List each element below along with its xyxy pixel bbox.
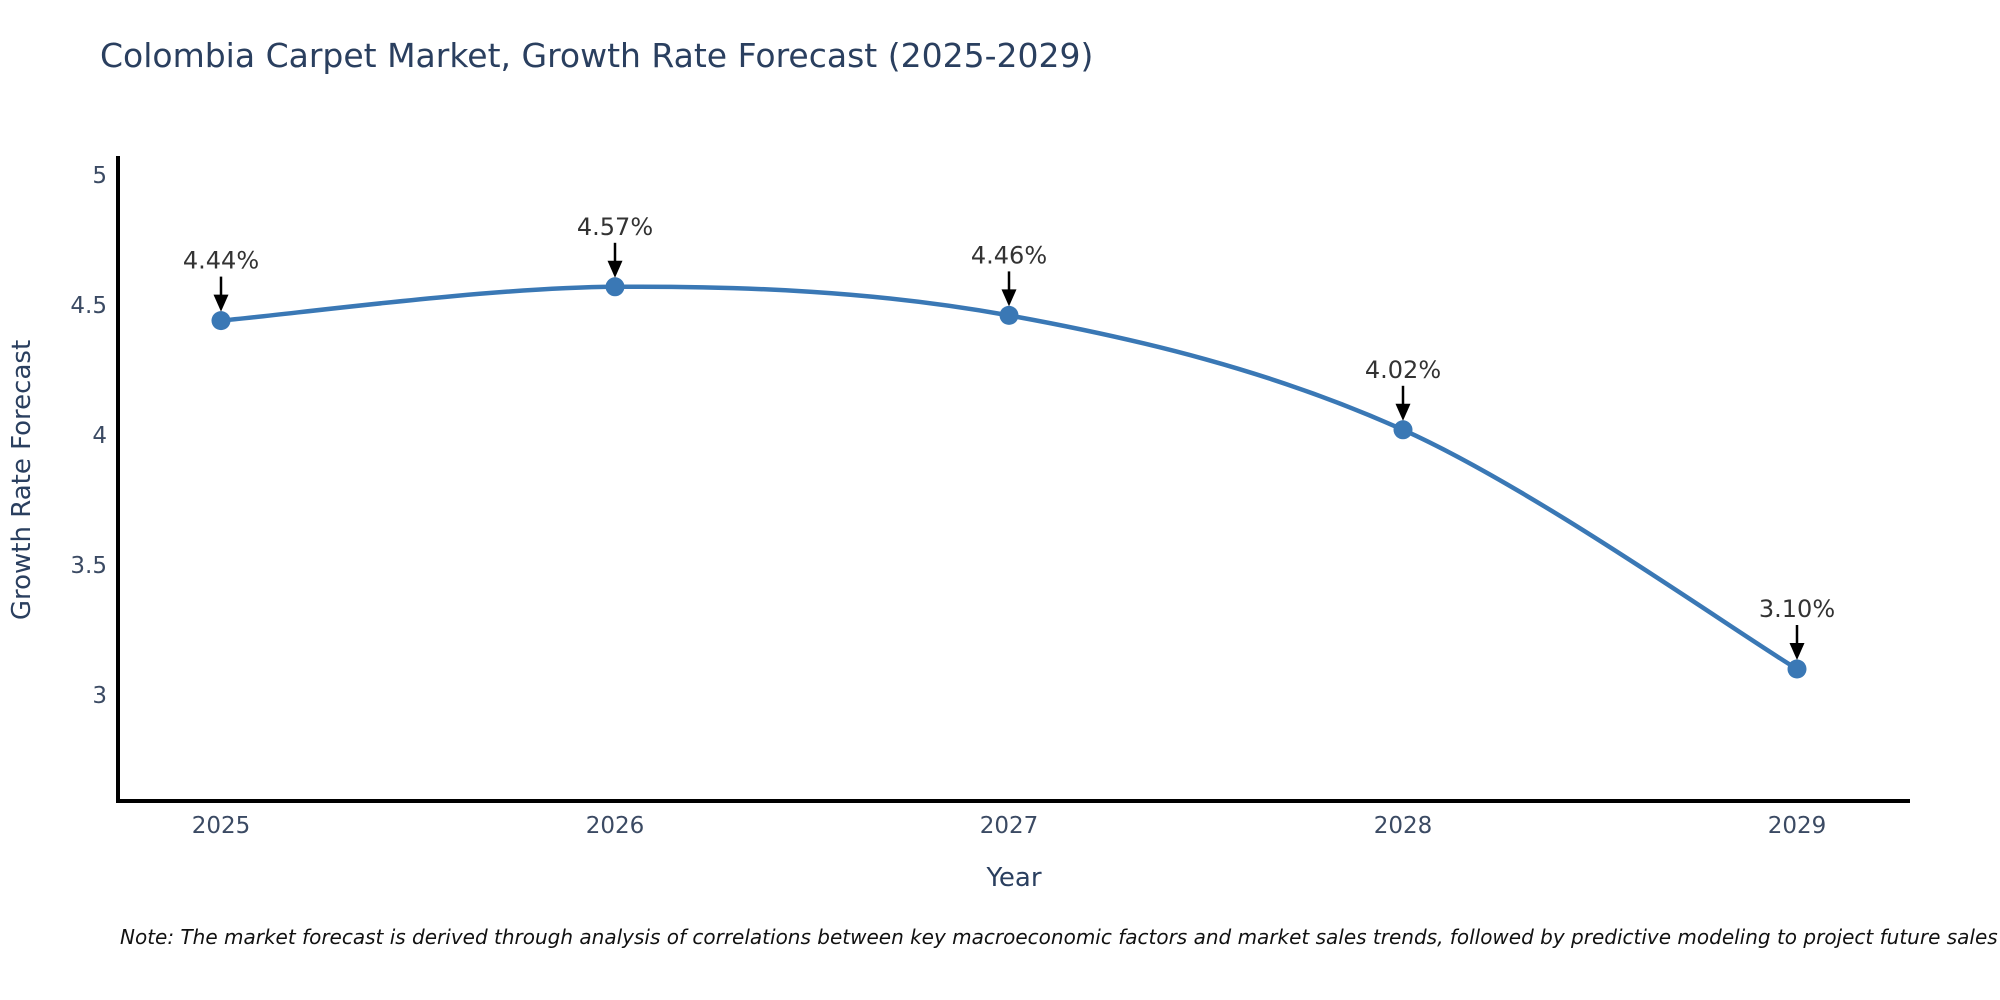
data-label: 4.46% bbox=[971, 241, 1047, 269]
annotation-arrowhead bbox=[1001, 289, 1017, 307]
data-label-annotations: 4.44% 4.57% 4.46% 4.02% 3.10% bbox=[183, 213, 1835, 660]
series-group bbox=[211, 277, 1807, 679]
y-tick-label: 4 bbox=[92, 423, 107, 449]
x-tick-label: 2025 bbox=[192, 813, 251, 839]
chart-title: Colombia Carpet Market, Growth Rate Fore… bbox=[100, 36, 1093, 75]
x-tick-label: 2029 bbox=[1768, 813, 1827, 839]
data-label: 4.02% bbox=[1365, 356, 1441, 384]
y-tick-label: 5 bbox=[92, 163, 107, 189]
annotation-arrowhead bbox=[1789, 643, 1805, 660]
data-label: 4.44% bbox=[183, 247, 259, 275]
data-point bbox=[605, 277, 625, 297]
data-point bbox=[999, 305, 1019, 325]
data-point bbox=[1787, 659, 1807, 679]
data-label: 4.57% bbox=[577, 213, 653, 241]
x-axis-ticks: 2025 2026 2027 2028 2029 bbox=[192, 813, 1827, 839]
y-tick-label: 3 bbox=[92, 683, 107, 709]
data-point bbox=[211, 311, 231, 331]
x-tick-label: 2027 bbox=[980, 813, 1039, 839]
x-tick-label: 2028 bbox=[1374, 813, 1433, 839]
footnote: Note: The market forecast is derived thr… bbox=[120, 925, 1998, 949]
series-line bbox=[218, 284, 1800, 672]
y-axis-ticks: 5 4.5 4 3.5 3 bbox=[70, 163, 107, 709]
annotation-arrowhead bbox=[213, 294, 229, 312]
x-axis-title: Year bbox=[985, 863, 1041, 893]
y-axis-title: Growth Rate Forecast bbox=[7, 340, 37, 620]
data-point bbox=[1393, 420, 1413, 440]
y-tick-label: 3.5 bbox=[70, 553, 107, 579]
annotation-arrowhead bbox=[607, 260, 623, 278]
data-label: 3.10% bbox=[1759, 595, 1835, 623]
y-tick-label: 4.5 bbox=[70, 293, 107, 319]
annotation-arrowhead bbox=[1395, 403, 1411, 421]
x-tick-label: 2026 bbox=[586, 813, 645, 839]
